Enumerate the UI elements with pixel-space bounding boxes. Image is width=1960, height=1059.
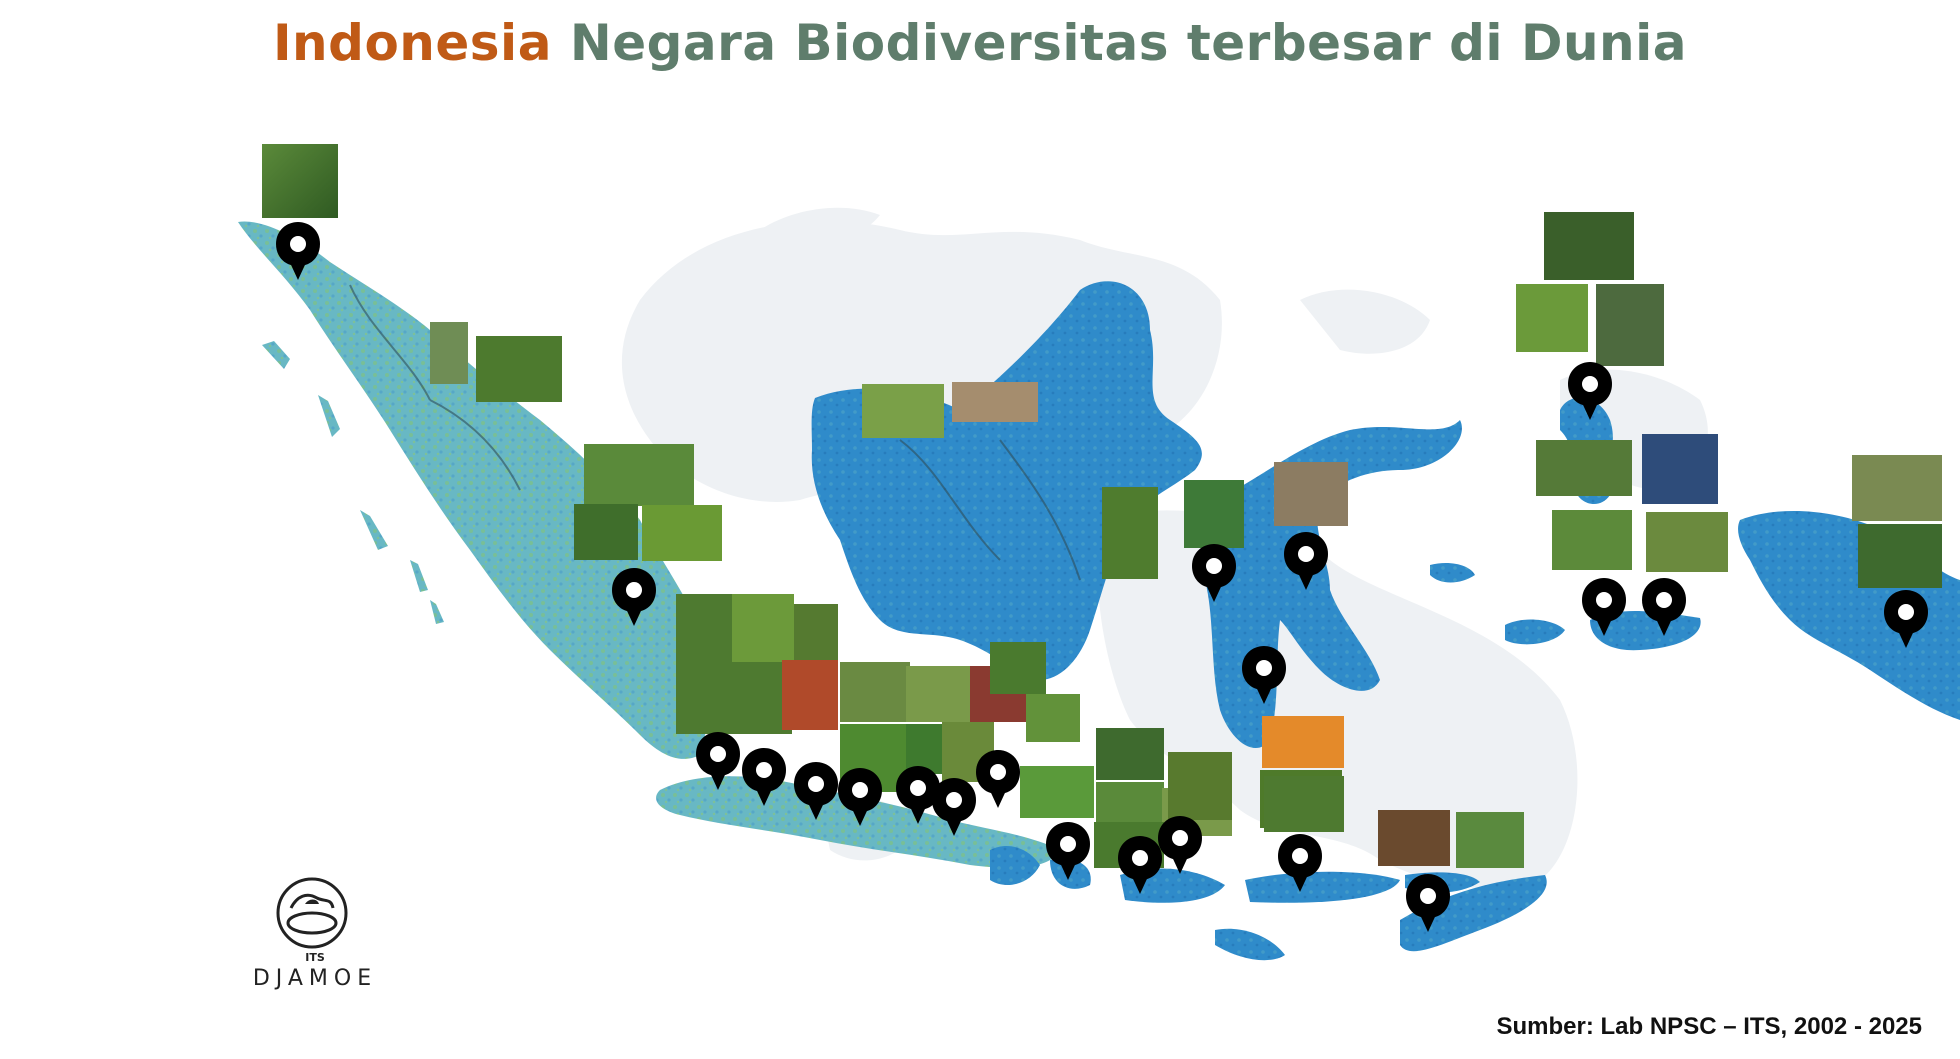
plant-photo — [1852, 455, 1942, 521]
plant-photo — [1184, 480, 1244, 548]
plant-photo — [1544, 212, 1634, 280]
plant-photo — [476, 336, 562, 402]
plant-photo — [794, 604, 838, 660]
plant-photo — [1262, 716, 1344, 768]
plant-photo — [732, 594, 794, 662]
plant-photo — [1096, 728, 1164, 780]
sumatra-island — [238, 221, 711, 759]
title-highlight: Indonesia — [272, 14, 552, 72]
plant-photo — [840, 662, 910, 722]
plant-photo — [1378, 810, 1450, 866]
province-borders — [349, 284, 1081, 581]
djamoe-logo-icon — [276, 877, 348, 949]
plant-photo — [1552, 510, 1632, 570]
location-pin-icon — [1158, 816, 1202, 874]
plant-photo — [1026, 694, 1080, 742]
plant-photo — [782, 660, 838, 730]
plant-photo — [1516, 284, 1588, 352]
plant-photo — [1858, 524, 1942, 588]
plant-photo — [1168, 752, 1232, 820]
plant-photo — [430, 322, 468, 384]
logo-name: DJAMOE — [252, 966, 378, 991]
logo-small-text: ITS — [305, 951, 325, 964]
plant-photo — [642, 505, 722, 561]
plant-photo — [574, 504, 638, 560]
plant-photo — [1274, 462, 1348, 526]
plant-photo — [1096, 782, 1164, 822]
plant-photo — [1456, 812, 1524, 868]
plant-photo — [990, 642, 1046, 694]
plant-photo — [952, 382, 1038, 422]
plant-photo — [1020, 766, 1094, 818]
plant-photo — [906, 666, 970, 722]
source-caption: Sumber: Lab NPSC – ITS, 2002 - 2025 — [1496, 1013, 1923, 1040]
plant-photo — [1596, 284, 1664, 366]
plant-photo — [1536, 440, 1632, 496]
page-title: Indonesia Negara Biodiversitas terbesar … — [0, 14, 1960, 72]
borneo-island — [811, 281, 1202, 680]
plant-photo — [262, 144, 338, 218]
plant-photo — [862, 384, 944, 438]
plant-photo — [584, 444, 694, 506]
plant-photo — [1102, 487, 1158, 579]
java-island — [656, 776, 1060, 868]
plant-photo — [1646, 512, 1728, 572]
plant-photo — [1264, 776, 1344, 832]
location-pin-icon — [976, 750, 1020, 808]
maluku-islands — [1430, 397, 1701, 651]
title-text: Negara Biodiversitas terbesar di Dunia — [569, 14, 1688, 72]
plant-photo — [1642, 434, 1718, 504]
